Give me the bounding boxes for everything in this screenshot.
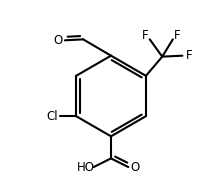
Text: O: O (130, 161, 139, 174)
Text: F: F (142, 29, 148, 42)
Text: HO: HO (76, 161, 95, 174)
Text: Cl: Cl (46, 110, 57, 123)
Text: F: F (185, 49, 192, 62)
Text: F: F (174, 29, 181, 42)
Text: O: O (53, 34, 62, 47)
